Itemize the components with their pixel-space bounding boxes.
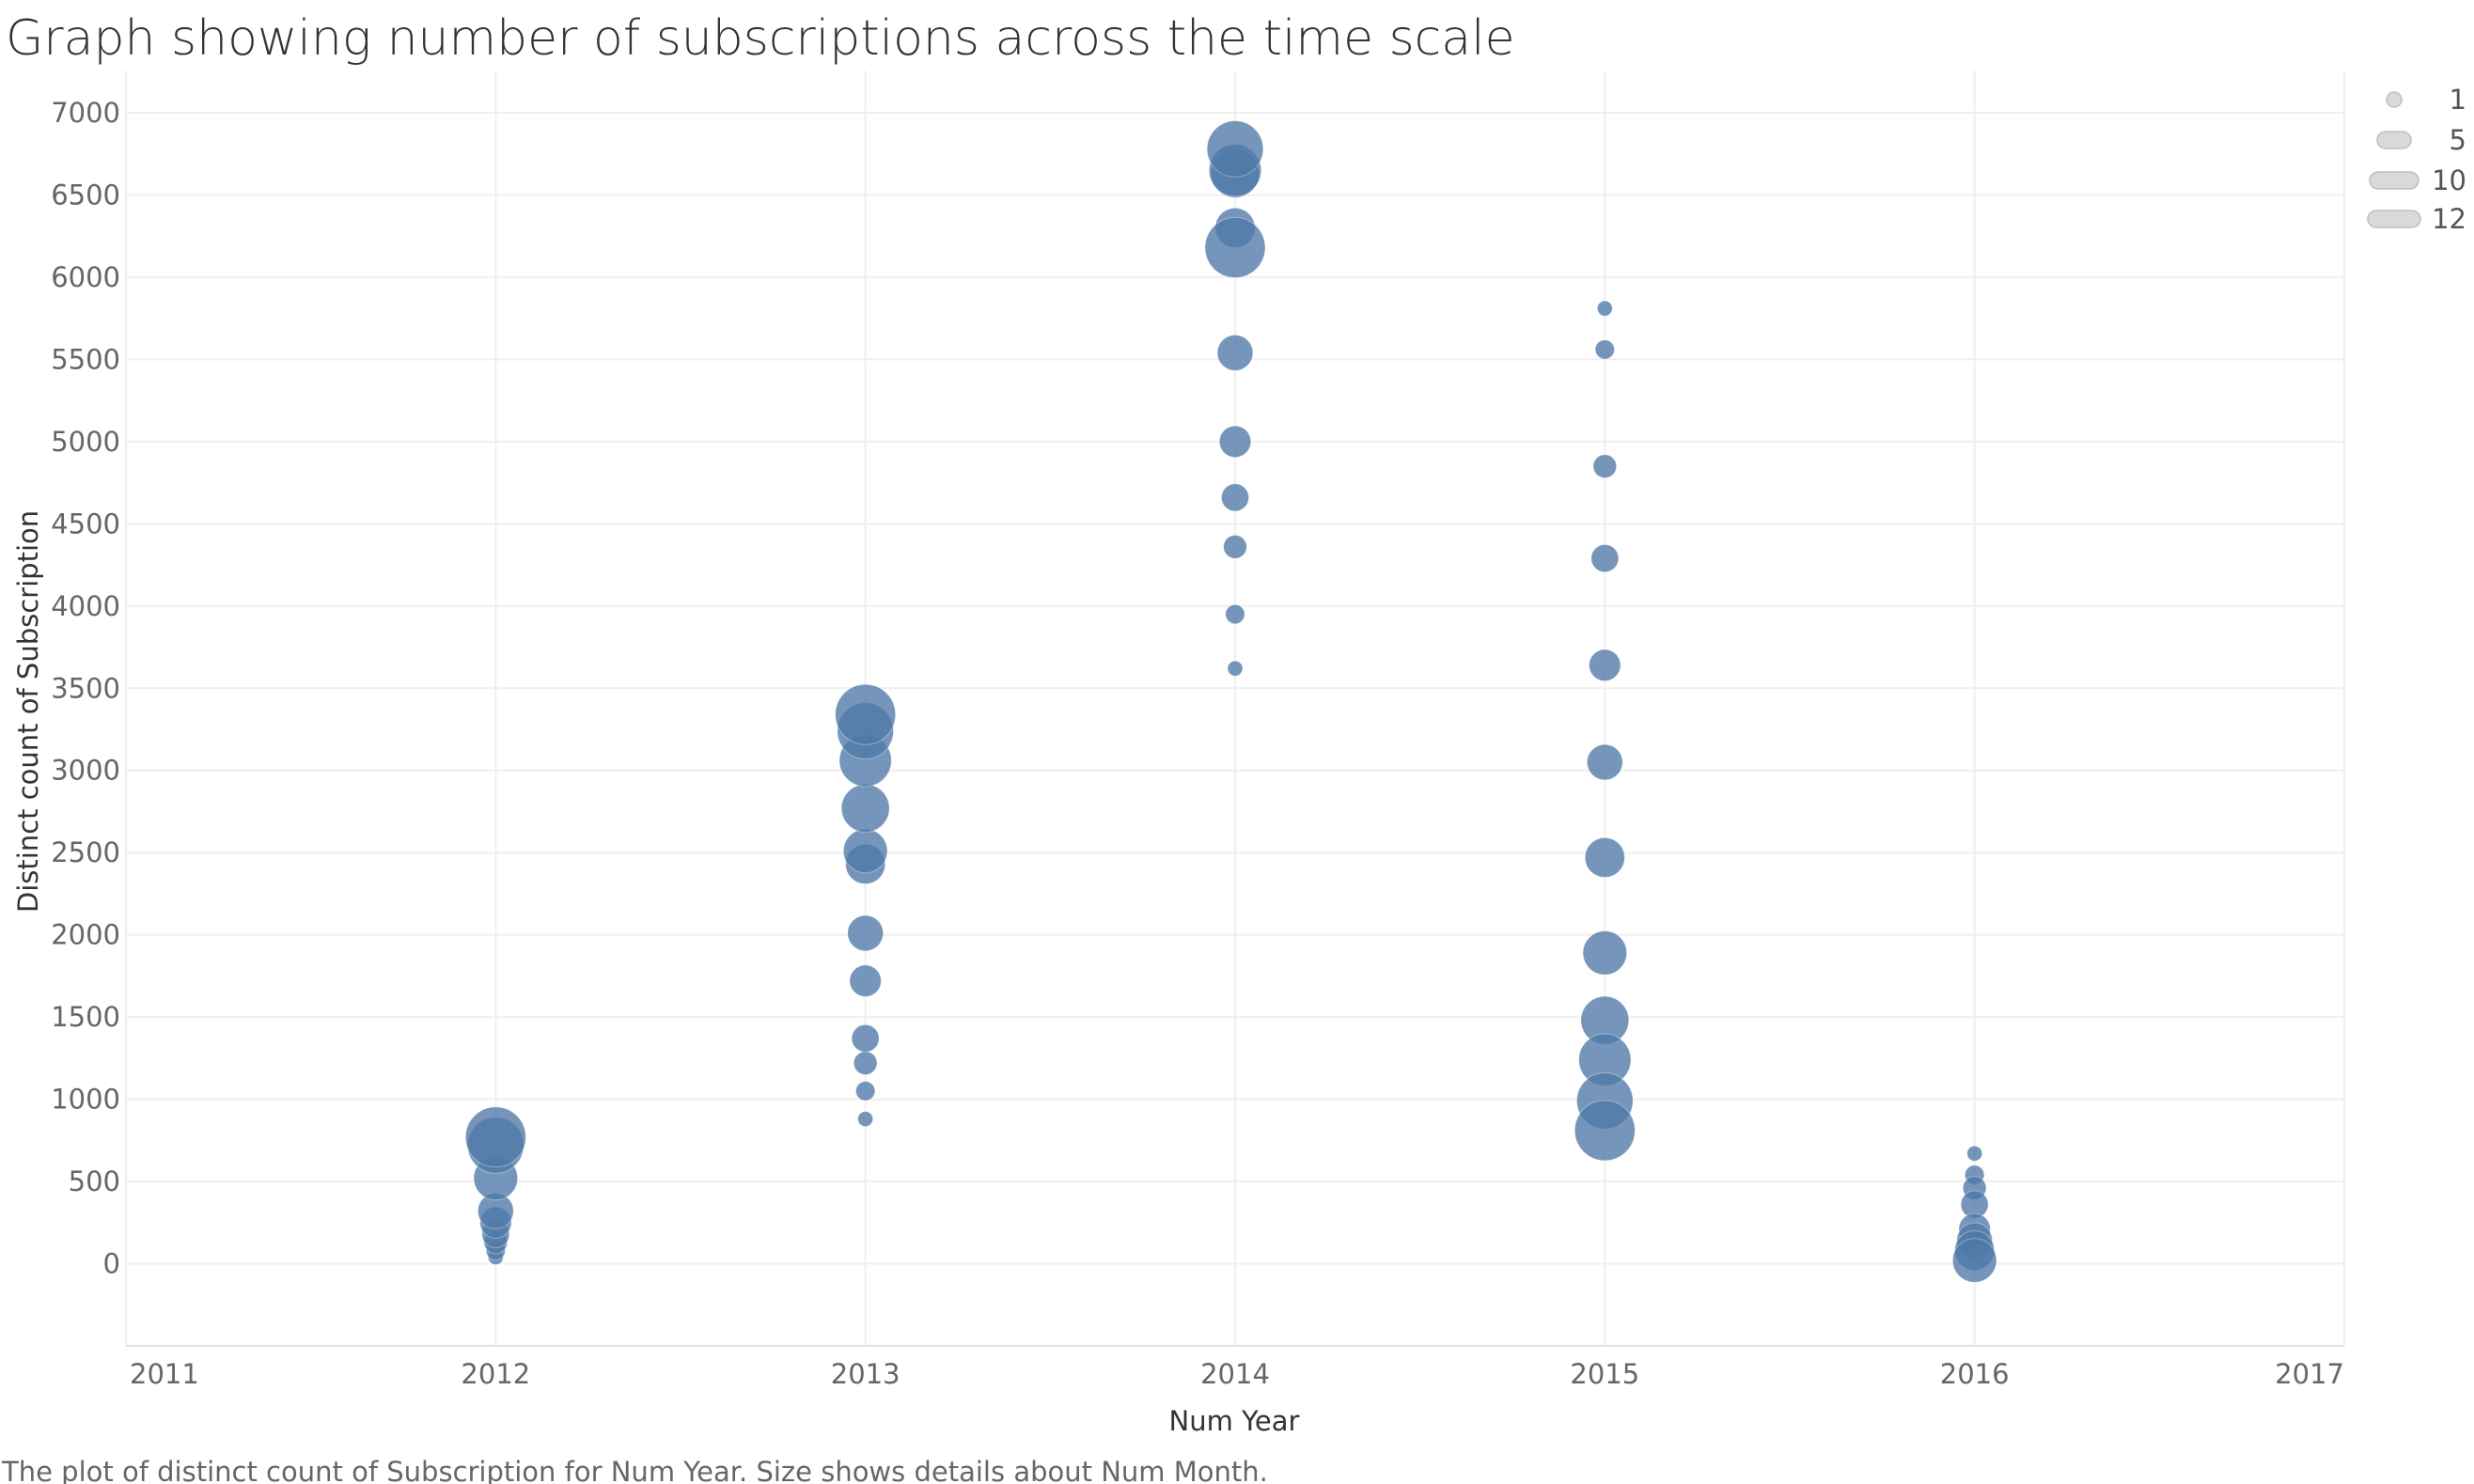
- data-point[interactable]: [1584, 836, 1625, 879]
- y-tick-label: 5000: [51, 426, 120, 458]
- y-tick-label: 2500: [51, 836, 120, 868]
- data-point[interactable]: [1216, 334, 1254, 371]
- x-tick-label: 2011: [130, 1358, 199, 1390]
- data-point[interactable]: [1223, 534, 1247, 559]
- data-point[interactable]: [851, 1023, 880, 1053]
- data-point[interactable]: [1586, 743, 1623, 781]
- x-tick-label: 2016: [1940, 1358, 2010, 1390]
- data-point[interactable]: [840, 784, 890, 833]
- y-tick-label: 500: [69, 1165, 120, 1197]
- data-point[interactable]: [853, 1051, 878, 1075]
- data-point[interactable]: [842, 828, 888, 874]
- data-point[interactable]: [1574, 1100, 1636, 1162]
- y-tick-label: 5500: [51, 343, 120, 375]
- data-points: [464, 120, 1997, 1283]
- y-tick-label: 4500: [51, 508, 120, 539]
- y-tick-label: 2000: [51, 919, 120, 951]
- data-point[interactable]: [1218, 425, 1252, 459]
- data-point[interactable]: [1220, 483, 1250, 512]
- x-tick-label: 2014: [1200, 1358, 1270, 1390]
- data-point[interactable]: [1206, 120, 1264, 178]
- y-axis-title: Distinct count of Subscription: [12, 510, 44, 913]
- data-point[interactable]: [1951, 1238, 1997, 1283]
- y-tick-label: 1500: [51, 1001, 120, 1033]
- size-legend: 1 5 10 12: [2367, 84, 2466, 235]
- data-point[interactable]: [1594, 339, 1616, 360]
- size-legend-label: 10: [2432, 164, 2466, 196]
- chart-caption: The plot of distinct count of Subscripti…: [1, 1456, 1268, 1484]
- chart-title: Graph showing number of subscriptions ac…: [6, 10, 1515, 67]
- y-tick-label: 6500: [51, 179, 120, 211]
- x-axis-title: Num Year: [1169, 1405, 1300, 1437]
- data-point[interactable]: [1582, 930, 1628, 976]
- size-legend-swatch: [2367, 210, 2421, 228]
- data-point[interactable]: [847, 914, 885, 952]
- x-tick-label: 2015: [1570, 1358, 1639, 1390]
- data-point[interactable]: [1596, 300, 1613, 317]
- size-legend-swatch: [2369, 171, 2419, 190]
- y-tick-label: 7000: [51, 97, 120, 129]
- data-point[interactable]: [464, 1106, 526, 1168]
- data-point[interactable]: [1592, 454, 1618, 478]
- size-legend-swatch: [2376, 131, 2412, 149]
- y-tick-label: 3500: [51, 672, 120, 704]
- y-tick-label: 4000: [51, 590, 120, 622]
- y-tick-label: 0: [103, 1248, 120, 1280]
- data-point[interactable]: [835, 683, 897, 745]
- x-tick-label: 2017: [2275, 1358, 2344, 1390]
- size-legend-label: 1: [2450, 84, 2466, 116]
- data-point[interactable]: [854, 1081, 876, 1101]
- x-tick-label: 2012: [461, 1358, 530, 1390]
- data-point[interactable]: [857, 1111, 874, 1128]
- data-point[interactable]: [849, 964, 882, 997]
- y-tick-label: 1000: [51, 1084, 120, 1116]
- size-legend-swatch: [2386, 91, 2403, 108]
- y-axis-ticks: 0 500 1000 1500 2000 2500 3000 3500 4000 4500 5000…: [51, 97, 120, 1280]
- data-point[interactable]: [1589, 648, 1621, 681]
- data-point[interactable]: [1966, 1145, 1983, 1162]
- y-tick-label: 3000: [51, 755, 120, 787]
- x-axis-ticks: 2011 2012 2013 2014 2015 2016 2017: [130, 1358, 2344, 1390]
- x-tick-label: 2013: [831, 1358, 900, 1390]
- size-legend-label: 5: [2450, 124, 2466, 156]
- data-point[interactable]: [1204, 216, 1266, 278]
- data-point[interactable]: [1225, 603, 1245, 625]
- y-tick-label: 6000: [51, 261, 120, 293]
- data-point[interactable]: [1590, 544, 1620, 573]
- size-legend-label: 12: [2432, 203, 2466, 235]
- data-point[interactable]: [1227, 660, 1244, 677]
